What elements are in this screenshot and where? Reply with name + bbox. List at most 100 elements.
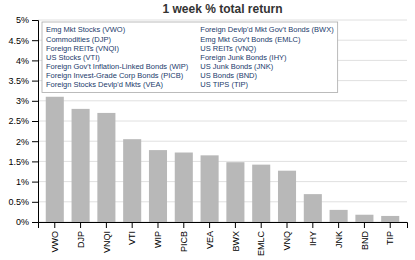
y-tick: 0.5%: [8, 197, 38, 207]
bar: [97, 113, 115, 222]
x-tick: VTI: [127, 222, 137, 245]
bar: [252, 165, 270, 222]
annotation: Foreign Invest-Grade Corp Bonds (PICB): [46, 71, 184, 80]
x-tick-label: VNQI: [102, 231, 112, 253]
y-tick-mark: [32, 202, 38, 203]
y-tick: 4%: [16, 56, 38, 66]
annotation-box: Emg Mkt Stocks (VWO)Commodities (DJP)For…: [42, 22, 338, 92]
x-tick-mark: [364, 222, 365, 228]
bar: [72, 109, 90, 222]
bar: [149, 150, 167, 222]
bar: [304, 194, 322, 222]
title: 1 week % total return: [162, 2, 282, 16]
x-tick-mark: [287, 222, 288, 228]
annotation: Emg Mkt Stocks (VWO): [46, 25, 126, 34]
annotation: US Stocks (VTI): [46, 53, 100, 62]
y-tick: 1%: [16, 177, 38, 187]
x-tick: DJP: [76, 222, 86, 248]
y-tick: 3.5%: [8, 76, 38, 86]
x-tick-mark: [106, 222, 107, 228]
x-tick-mark: [157, 222, 158, 228]
x-tick-label: WIP: [153, 231, 163, 248]
x-tick-mark: [235, 222, 236, 228]
grid-line: [38, 141, 407, 142]
y-tick-label: 4%: [16, 56, 29, 66]
annotation: US TIPS (TIP): [200, 80, 248, 89]
annotation: Foreign Gov't Inflation-Linked Bonds (WI…: [46, 62, 189, 71]
x-tick-label: PICB: [179, 231, 189, 252]
x-tick: VNQ: [282, 222, 292, 251]
x-tick: WIP: [153, 222, 163, 248]
y-axis-line: [32, 21, 39, 223]
x-tick: VNQI: [102, 222, 112, 253]
y-tick-label: 5%: [16, 15, 29, 25]
y-tick-mark: [32, 141, 38, 142]
annotation-texts: Emg Mkt Stocks (VWO)Commodities (DJP)For…: [46, 25, 334, 89]
grid-line: [38, 100, 407, 101]
x-tick-label: VWO: [50, 231, 60, 253]
y-tick: 4.5%: [8, 36, 38, 46]
y-tick-label: 3.5%: [8, 76, 29, 86]
y-tick-label: 4.5%: [8, 36, 29, 46]
x-tick-label: VTI: [127, 231, 137, 245]
y-tick-mark: [32, 40, 38, 41]
x-tick-mark: [54, 222, 55, 228]
y-tick: 2.5%: [8, 116, 38, 126]
y-tick-mark: [32, 121, 38, 122]
bar: [46, 97, 64, 222]
annotation: Foreign REITs (VNQI): [46, 44, 119, 53]
bar: [201, 155, 219, 222]
y-tick: 5%: [16, 15, 38, 25]
y-tick-label: 1%: [16, 177, 29, 187]
x-tick-mark: [312, 222, 313, 228]
x-tick: PICB: [179, 222, 189, 252]
y-tick-label: 3%: [16, 96, 29, 106]
x-tick-label: BND: [360, 231, 370, 251]
x-tick: VWO: [50, 222, 60, 253]
grid-line: [38, 20, 407, 21]
x-tick-mark: [183, 222, 184, 228]
x-tick-label: DJP: [76, 231, 86, 248]
y-tick-label: 2.5%: [8, 116, 29, 126]
y-tick-mark: [32, 20, 38, 21]
grid-line: [38, 181, 407, 182]
x-tick: BWX: [231, 222, 241, 252]
y-tick-label: 1.5%: [8, 157, 29, 167]
grid-line: [38, 161, 407, 162]
x-tick-label: BWX: [231, 231, 241, 252]
annotation: US REITs (VNQ): [200, 44, 256, 53]
x-tick: BND: [360, 222, 370, 250]
annotation: Commodities (DJP): [46, 35, 112, 44]
bar: [330, 210, 348, 222]
x-tick: EMLC: [256, 222, 266, 256]
x-tick-mark: [390, 222, 391, 228]
bar: [226, 162, 244, 222]
bar: [123, 139, 141, 222]
annotation: Emg Mkt Gov't Bonds (EMLC): [200, 35, 301, 44]
x-tick: VEA: [205, 222, 215, 249]
x-tick-label: VEA: [205, 231, 215, 249]
x-tick: JNK: [334, 222, 344, 248]
y-axis: 0%0.5%1%1.5%2%2.5%3%3.5%4%4.5%5%: [8, 15, 38, 227]
x-tick-label: EMLC: [256, 231, 266, 257]
annotation: Foreign Devlp'd Mkt Gov't Bonds (BWX): [200, 25, 334, 34]
annotation: US Junk Bonds (JNK): [200, 62, 273, 71]
x-tick-mark: [338, 222, 339, 228]
bar: [381, 216, 399, 222]
x-axis-line: [39, 223, 408, 229]
annotation: Foreign Junk Bonds (IHY): [200, 53, 287, 62]
y-tick: 2%: [16, 137, 38, 147]
y-tick-label: 0.5%: [8, 197, 29, 207]
grid: [38, 20, 407, 222]
y-tick-mark: [32, 81, 38, 82]
bars: [46, 97, 400, 222]
x-tick-mark: [261, 222, 262, 228]
x-tick-label: IHY: [308, 231, 318, 246]
plot-area: 0%0.5%1%1.5%2%2.5%3%3.5%4%4.5%5%VWODJPVN…: [8, 15, 407, 256]
y-tick-mark: [32, 60, 38, 61]
annotation: US Bonds (BND): [200, 71, 257, 80]
x-tick-mark: [80, 222, 81, 228]
x-tick-label: JNK: [334, 231, 344, 248]
bar: [355, 215, 373, 222]
x-tick-label: VNQ: [282, 231, 292, 251]
